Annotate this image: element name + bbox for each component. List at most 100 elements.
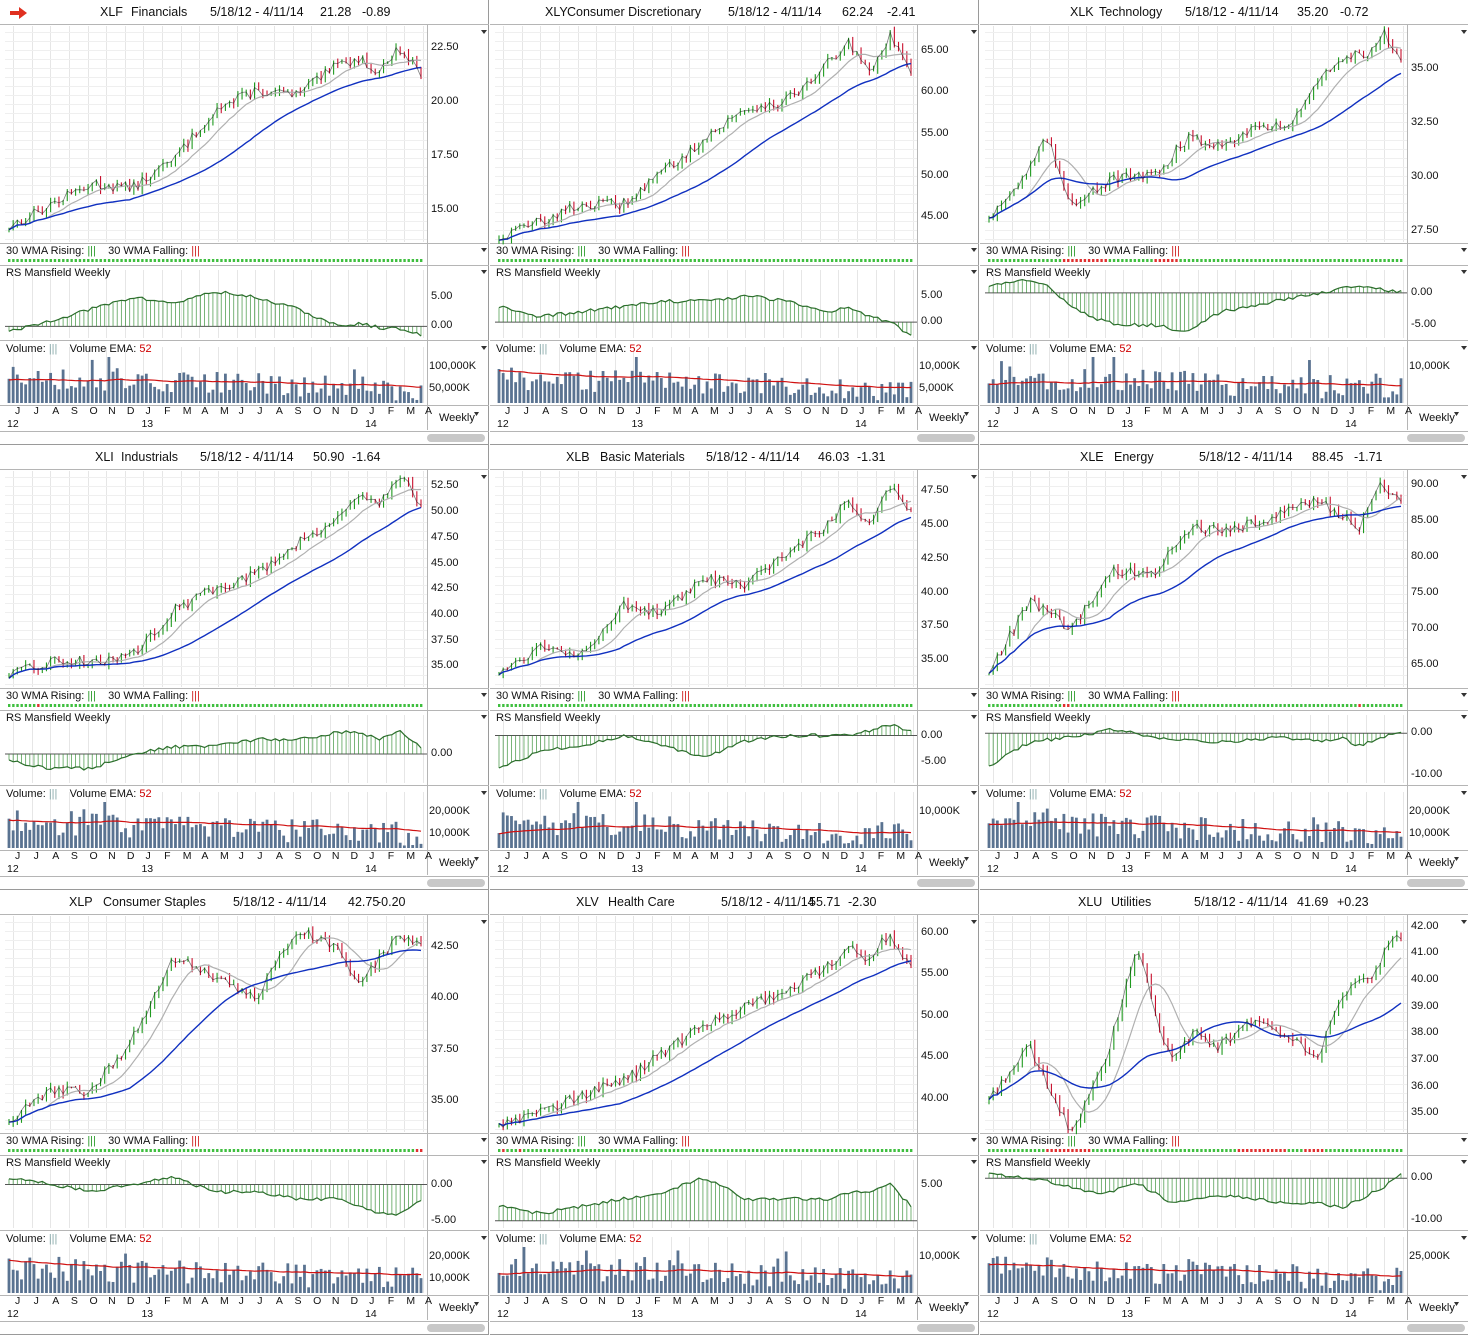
- wma-trend-dot: [1092, 704, 1095, 707]
- volume-bar: [186, 816, 190, 848]
- volume-bar: [1158, 372, 1162, 403]
- volume-bar: [207, 836, 211, 848]
- horizontal-scrollbar[interactable]: [917, 1324, 975, 1332]
- weekly-period-selector[interactable]: Weekly: [439, 857, 475, 869]
- wma-trend-dot: [664, 259, 667, 262]
- volume-bar: [323, 1270, 327, 1293]
- wma-trend-dot: [1270, 704, 1274, 707]
- wma-rising-label: 30 WMA Rising: ||| 30 WMA Falling: |||: [6, 1135, 200, 1147]
- volume-bar: [144, 1262, 148, 1293]
- wma-trend-dot: [37, 259, 40, 262]
- year-label: 13: [141, 863, 154, 875]
- wma-trend-dot: [793, 259, 796, 262]
- wma-trend-dot: [1329, 259, 1332, 262]
- chart-header: XLE Energy 5/18/12 - 4/11/14 88.45 -1.71: [980, 445, 1468, 469]
- wma-trend-dot: [1354, 704, 1357, 707]
- horizontal-scrollbar[interactable]: [427, 879, 485, 887]
- wma-trend-dot: [153, 259, 157, 262]
- volume-bar: [1104, 816, 1107, 848]
- horizontal-scrollbar[interactable]: [917, 434, 975, 442]
- volume-bar: [15, 374, 19, 403]
- volume-bar: [253, 1279, 256, 1293]
- horizontal-scrollbar[interactable]: [427, 1324, 485, 1332]
- month-label: A: [275, 850, 283, 862]
- weekly-period-selector[interactable]: Weekly: [1419, 412, 1455, 424]
- weekly-period-selector[interactable]: Weekly: [1419, 857, 1455, 869]
- volume-bar: [144, 818, 148, 848]
- wma-trend-dot: [120, 259, 123, 262]
- volume-bar: [353, 1272, 356, 1293]
- volume-bar: [909, 840, 913, 848]
- wma-trend-dot: [207, 704, 211, 707]
- volume-bar: [1241, 378, 1245, 403]
- month-label: O: [313, 405, 322, 417]
- volume-bar: [1070, 1278, 1074, 1293]
- wma-trend-dot: [539, 704, 543, 707]
- horizontal-scrollbar[interactable]: [917, 879, 975, 887]
- volume-bar: [784, 386, 788, 403]
- wma-trend-dot: [1246, 1149, 1249, 1152]
- volume-bar: [655, 372, 659, 403]
- rs-line: [8, 1175, 422, 1216]
- wma-trend-dot: [651, 704, 655, 707]
- volume-bar: [1124, 1262, 1128, 1293]
- chart-canvas: [980, 914, 1468, 1335]
- volume-bar: [161, 391, 165, 403]
- month-label: A: [1181, 405, 1189, 417]
- horizontal-scrollbar[interactable]: [1407, 879, 1465, 887]
- volume-bar: [1149, 1267, 1153, 1293]
- wma-trend-dot: [822, 704, 826, 707]
- month-label: D: [350, 405, 359, 417]
- volume-bar: [1387, 838, 1390, 848]
- volume-bar: [53, 1277, 57, 1293]
- volume-tick-label: 10,000K: [1409, 827, 1450, 839]
- horizontal-scrollbar[interactable]: [427, 434, 485, 442]
- wma-trend-dot: [1079, 259, 1082, 262]
- volume-bar: [718, 839, 721, 848]
- wma-trend-dot: [710, 1149, 713, 1152]
- wma-trend-dot: [66, 1149, 69, 1152]
- wma-trend-dot: [311, 704, 315, 707]
- volume-bar: [551, 822, 555, 848]
- volume-bar: [74, 387, 77, 403]
- volume-bar: [1083, 369, 1087, 403]
- weekly-period-selector[interactable]: Weekly: [439, 412, 475, 424]
- wma-trend-dot: [889, 259, 892, 262]
- wma-trend-dot: [386, 1149, 390, 1152]
- volume-bar: [880, 383, 884, 403]
- volume-bar: [190, 376, 194, 403]
- wma-trend-dot: [220, 259, 223, 262]
- wma30-line: [988, 72, 1402, 219]
- volume-bar: [153, 1274, 157, 1293]
- volume-bar: [776, 826, 780, 848]
- wma-trend-dot: [191, 704, 194, 707]
- wma-trend-dot: [132, 259, 136, 262]
- wma-trend-dot: [818, 704, 821, 707]
- wma-trend-dot: [24, 1149, 28, 1152]
- wma-trend-dot: [568, 1149, 572, 1152]
- volume-bar: [407, 832, 410, 848]
- chart-canvas: [0, 445, 489, 890]
- volume-bar: [614, 1274, 617, 1293]
- month-label: N: [331, 1295, 340, 1307]
- volume-bar: [738, 392, 742, 403]
- weekly-period-selector[interactable]: Weekly: [929, 1302, 965, 1314]
- wma-trend-dot: [174, 1149, 177, 1152]
- rising-glyph: |||: [577, 690, 586, 702]
- volume-bar: [539, 1274, 543, 1293]
- horizontal-scrollbar[interactable]: [1407, 434, 1465, 442]
- year-label: 14: [855, 863, 867, 875]
- volume-bar: [136, 1262, 140, 1293]
- volume-bar: [1095, 1261, 1099, 1293]
- wma-trend-dot: [1162, 1149, 1166, 1152]
- volume-bar: [394, 400, 398, 403]
- wma-trend-dot: [270, 259, 273, 262]
- date-range: 5/18/12 - 4/11/14: [721, 895, 815, 909]
- volume-bar: [855, 835, 859, 848]
- wma-trend-dot: [726, 259, 730, 262]
- weekly-period-selector[interactable]: Weekly: [929, 857, 965, 869]
- weekly-period-selector[interactable]: Weekly: [439, 1302, 475, 1314]
- wma-trend-dot: [1383, 704, 1386, 707]
- weekly-period-selector[interactable]: Weekly: [929, 412, 965, 424]
- wma-trend-dot: [1212, 1149, 1216, 1152]
